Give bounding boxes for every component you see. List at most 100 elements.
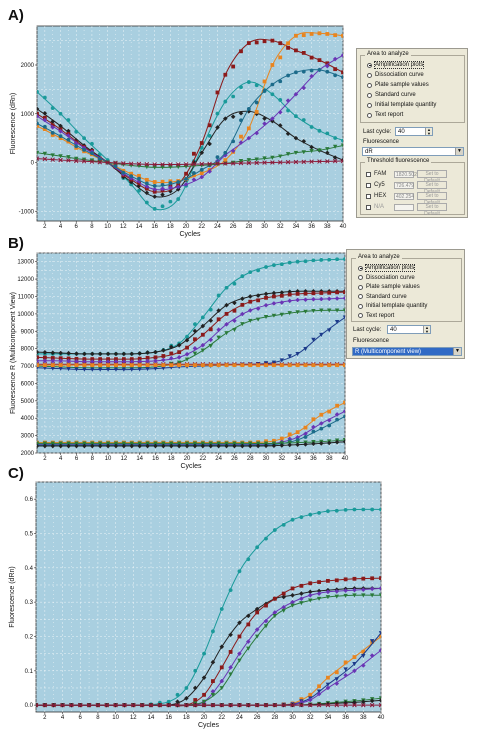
data-point xyxy=(89,359,95,364)
analysis-option[interactable]: Text report xyxy=(358,313,394,319)
data-point xyxy=(184,351,190,357)
set-to-default-button[interactable]: Set to Default xyxy=(417,181,447,195)
fluorescence-label-b: Fluorescence xyxy=(353,338,390,344)
data-point xyxy=(262,116,267,121)
analysis-option[interactable]: Standard curve xyxy=(358,294,407,300)
data-point xyxy=(66,356,71,361)
data-point xyxy=(144,190,150,196)
radio-icon[interactable] xyxy=(367,112,372,118)
data-point xyxy=(290,599,295,605)
analysis-option[interactable]: Initial template quantity xyxy=(367,102,436,108)
radio-icon[interactable] xyxy=(367,72,372,78)
radio-icon[interactable] xyxy=(358,313,363,318)
data-point xyxy=(193,363,197,368)
radio-icon[interactable] xyxy=(358,275,363,280)
data-point xyxy=(129,351,135,357)
radio-icon[interactable] xyxy=(367,82,372,88)
analysis-option-label: Amplification plots xyxy=(373,61,425,69)
radio-icon[interactable] xyxy=(367,92,372,98)
data-point xyxy=(98,357,103,361)
chevron-down-icon-b[interactable]: ▼ xyxy=(453,348,461,355)
data-point xyxy=(262,79,267,84)
radio-icon[interactable] xyxy=(358,284,363,290)
data-point xyxy=(262,160,267,165)
data-point xyxy=(90,357,95,361)
threshold-value-input[interactable]: 726.479 xyxy=(394,181,415,189)
x-tick-label: 6 xyxy=(75,456,79,462)
data-point xyxy=(82,367,87,372)
threshold-value-input[interactable]: 402.254 xyxy=(394,192,415,200)
fluorescence-dropdown-b[interactable]: R (Multicomponent view) ▼ xyxy=(352,347,462,356)
data-point xyxy=(299,601,304,606)
analysis-option-label: Plate sample values xyxy=(366,284,420,290)
data-point xyxy=(185,345,189,350)
last-cycle-input-b[interactable]: 40 ▲ ▼ xyxy=(387,325,431,334)
data-point xyxy=(42,702,48,708)
data-point xyxy=(319,441,324,446)
data-point xyxy=(246,106,251,111)
data-point xyxy=(271,360,277,365)
y-tick-label: 9000 xyxy=(21,329,35,335)
set-to-default-button[interactable]: Set to Default xyxy=(417,192,447,206)
data-point xyxy=(184,695,189,701)
set-to-default-button[interactable]: Set to Default xyxy=(417,170,447,184)
analysis-option[interactable]: Initial template quantity xyxy=(358,303,427,309)
data-point xyxy=(246,613,251,619)
data-point xyxy=(66,158,71,163)
x-tick-label: 16 xyxy=(152,456,159,462)
checkbox-icon[interactable] xyxy=(366,204,371,210)
data-point xyxy=(319,291,324,295)
data-point xyxy=(42,363,47,368)
panel-letter: B) xyxy=(8,235,24,252)
threshold-value-input[interactable] xyxy=(394,203,414,211)
data-point xyxy=(341,138,343,143)
data-point xyxy=(58,358,63,364)
last-cycle-spinner-b[interactable]: ▲ ▼ xyxy=(423,326,430,333)
analysis-option[interactable]: Dissociation curve xyxy=(367,72,424,78)
data-point xyxy=(183,182,189,187)
checkbox-icon[interactable] xyxy=(366,193,371,199)
radio-icon[interactable] xyxy=(367,102,372,108)
data-point xyxy=(58,356,63,361)
analysis-option[interactable]: Plate sample values xyxy=(367,82,429,88)
data-point xyxy=(285,159,291,165)
analysis-option[interactable]: Standard curve xyxy=(367,92,416,98)
data-point xyxy=(232,308,237,313)
analysis-option[interactable]: Amplification plots xyxy=(367,61,425,69)
data-point xyxy=(240,363,245,368)
analysis-option[interactable]: Plate sample values xyxy=(358,284,420,290)
data-point xyxy=(50,153,55,158)
data-point xyxy=(176,180,181,184)
data-point xyxy=(335,417,340,422)
last-cycle-input[interactable]: 40 ▲ ▼ xyxy=(395,127,433,136)
data-point xyxy=(327,290,332,295)
area-to-analyze-group-b: Area to analyze Amplification plots Disso… xyxy=(351,254,462,322)
analysis-option[interactable]: Dissociation curve xyxy=(358,275,415,281)
set-to-default-button[interactable]: Set to Default xyxy=(417,203,447,217)
data-point xyxy=(160,165,165,170)
analysis-option[interactable]: Amplification plots xyxy=(358,264,416,272)
analysis-option[interactable]: Text report xyxy=(367,112,403,118)
threshold-value-input[interactable]: 1820.502 xyxy=(394,170,417,178)
data-point xyxy=(192,685,198,691)
radio-icon[interactable] xyxy=(367,62,372,68)
data-point xyxy=(271,301,277,306)
last-cycle-spinner[interactable]: ▲ ▼ xyxy=(425,128,432,135)
fluorescence-dropdown[interactable]: dR ▼ xyxy=(362,147,464,156)
data-point xyxy=(199,171,204,176)
series-markers xyxy=(37,156,343,167)
checkbox-icon[interactable] xyxy=(366,182,371,188)
data-point xyxy=(352,593,357,598)
data-point xyxy=(326,675,330,680)
checkbox-icon[interactable] xyxy=(366,171,371,177)
data-point xyxy=(285,131,291,137)
radio-icon[interactable] xyxy=(358,294,363,299)
data-point xyxy=(201,702,207,708)
radio-icon[interactable] xyxy=(358,303,363,309)
chevron-down-icon[interactable]: ▼ xyxy=(455,148,463,155)
y-tick-label: 6000 xyxy=(21,381,35,387)
data-point xyxy=(327,363,332,368)
data-point xyxy=(325,147,330,152)
radio-icon[interactable] xyxy=(358,265,363,271)
threshold-dye-name: N/A xyxy=(374,204,385,210)
